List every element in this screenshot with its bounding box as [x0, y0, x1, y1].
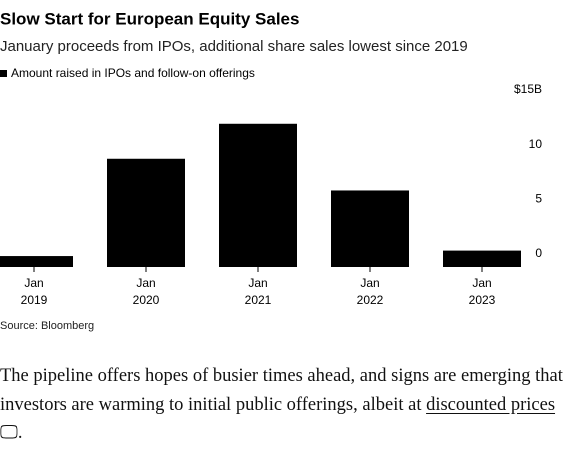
link-icon: 🖵: [0, 423, 18, 443]
bar: [219, 123, 297, 267]
y-tick-label: 5: [535, 192, 542, 206]
link[interactable]: discounted prices: [426, 394, 556, 415]
x-tick-label: Jan 2020: [132, 276, 160, 307]
paragraph-text: .: [17, 423, 23, 443]
legend-swatch: [0, 70, 7, 77]
y-tick-label: 0: [535, 246, 542, 260]
source: Source: Bloomberg: [0, 320, 94, 332]
bar: [107, 158, 185, 267]
y-tick-label: 10: [529, 137, 543, 151]
chart: Slow Start for European Equity Sales Jan…: [0, 9, 543, 332]
legend-label: Amount raised in IPOs and follow-on offe…: [11, 66, 255, 80]
y-tick-label: $15B: [514, 82, 542, 96]
x-tick-label: Jan 2023: [468, 276, 496, 307]
chart-title: Slow Start for European Equity Sales: [0, 9, 299, 28]
bar: [331, 190, 409, 267]
x-tick-label: Jan 2022: [356, 276, 384, 307]
article-paragraph: The pipeline offers hopes of busier time…: [0, 362, 570, 448]
x-tick-label: Jan 2021: [244, 276, 272, 307]
bar: [0, 256, 73, 267]
paragraph-text: The pipeline offers hopes of busier time…: [0, 366, 563, 415]
bar: [443, 250, 521, 267]
x-tick-label: Jan 2019: [20, 276, 48, 307]
chart-subtitle: January proceeds from IPOs, additional s…: [0, 38, 468, 55]
